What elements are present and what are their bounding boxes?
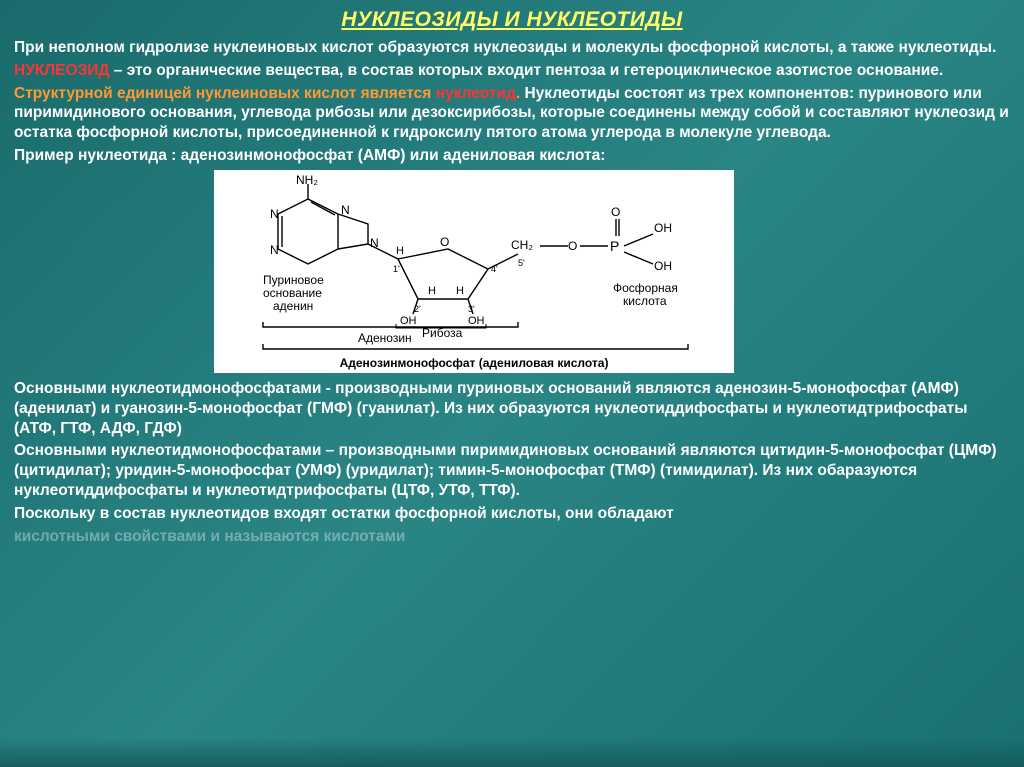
paragraph-hydrolysis: При неполном гидролизе нуклеиновых кисло… bbox=[14, 38, 1010, 58]
label-adenosine: Аденозин bbox=[358, 331, 412, 345]
label-amp-full: Аденозинмонофосфат (адениловая кислота) bbox=[214, 356, 734, 373]
term-nucleoside: НУКЛЕОЗИД bbox=[14, 62, 109, 79]
label-nh2: NH₂ bbox=[296, 174, 318, 187]
nucleoside-def-text: – это органические вещества, в состав ко… bbox=[109, 62, 943, 79]
svg-text:1': 1' bbox=[393, 264, 400, 274]
label-purine-2: основание bbox=[263, 286, 322, 300]
bottom-fade bbox=[0, 737, 1024, 767]
amp-structure-diagram: NH₂ N N N N O 1' 2' 3' 4' OH OH H H H CH… bbox=[214, 170, 734, 356]
paragraph-nucleotide-def: Структурной единицей нуклеиновых кислот … bbox=[14, 84, 1010, 143]
atom-oh: OH bbox=[468, 315, 485, 327]
structural-unit-lead: Структурной единицей нуклеиновых кислот … bbox=[14, 85, 436, 102]
paragraph-example: Пример нуклеотида : аденозинмонофосфат (… bbox=[14, 146, 1010, 166]
atom-p: P bbox=[610, 238, 619, 254]
atom-oh: OH bbox=[654, 259, 672, 273]
atom-n: N bbox=[341, 203, 350, 217]
atom-o: O bbox=[568, 239, 577, 253]
label-phos-1: Фосфорная bbox=[613, 281, 678, 295]
label-purine-3: аденин bbox=[273, 299, 313, 313]
atom-n: N bbox=[270, 243, 279, 257]
label-purine-1: Пуриновое bbox=[263, 273, 324, 287]
page-title: НУКЛЕОЗИДЫ И НУКЛЕОТИДЫ bbox=[14, 8, 1010, 32]
atom-h: H bbox=[456, 285, 464, 297]
paragraph-purine-mono: Основными нуклеотидмонофосфатами - произ… bbox=[14, 379, 1010, 438]
atom-oh: OH bbox=[400, 315, 417, 327]
paragraph-cut: кислотными свойствами и называются кисло… bbox=[14, 527, 1010, 547]
paragraph-pyrimidine-mono: Основными нуклеотидмонофосфатами – произ… bbox=[14, 441, 1010, 500]
atom-o: O bbox=[440, 235, 449, 249]
atom-o: O bbox=[611, 205, 620, 219]
atom-n: N bbox=[270, 207, 279, 221]
atom-h: H bbox=[396, 245, 404, 257]
paragraph-acid-props: Поскольку в состав нуклеотидов входят ос… bbox=[14, 504, 1010, 524]
term-nucleotide: нуклеотид bbox=[436, 85, 516, 102]
label-phos-2: кислота bbox=[623, 294, 667, 308]
paragraph-nucleoside-def: НУКЛЕОЗИД – это органические вещества, в… bbox=[14, 61, 1010, 81]
atom-oh: OH bbox=[654, 221, 672, 235]
svg-text:5': 5' bbox=[518, 258, 525, 268]
label-ch2: CH₂ bbox=[511, 238, 533, 252]
atom-h: H bbox=[428, 285, 436, 297]
